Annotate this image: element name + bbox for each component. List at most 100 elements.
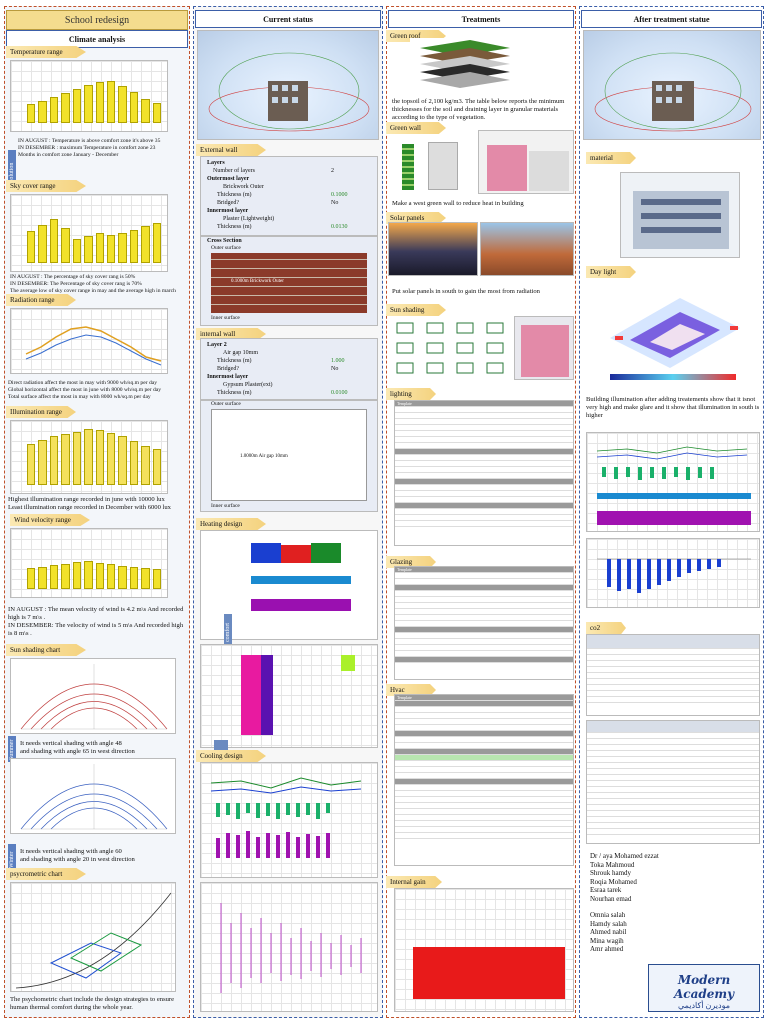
- embodied-carbon-table: [586, 634, 760, 716]
- sun-path-winter: [10, 758, 176, 834]
- sky-cover-chart: [10, 194, 168, 272]
- glazing-template-row: Template: [395, 567, 573, 573]
- external-wall-tag: External wall: [196, 144, 266, 156]
- glazing-tag: Glazing: [386, 556, 436, 568]
- hvac-settings-table: Template: [394, 694, 574, 866]
- winter-label: Winter: [8, 844, 16, 870]
- after-cooling-chart: [586, 538, 760, 608]
- layers-title: Layers: [207, 160, 225, 166]
- solution-label: solution: [8, 150, 16, 184]
- radiation-tag: Radiation range: [6, 294, 76, 306]
- logo-subtitle: موديرن أكاديمي: [677, 1001, 731, 1010]
- hvac-tag: Hvac: [386, 684, 436, 696]
- solar-panels-photo-1: [388, 222, 478, 276]
- after-treatment-header: After treatment statue: [581, 10, 762, 28]
- illumination-note: Highest illumination range recorded in j…: [8, 496, 171, 511]
- current-status-header: Current status: [195, 10, 381, 28]
- internal-gain-bar: [413, 947, 565, 999]
- cooling-design-chart: [200, 762, 378, 878]
- sun-shading-tag: Sun shading: [386, 304, 446, 316]
- lighting-tag: lighting: [386, 388, 436, 400]
- poster-title: School redesign: [6, 10, 188, 30]
- innermost-label: Innermost layer: [207, 208, 249, 214]
- green-wall-render: [478, 130, 574, 194]
- gypsum-thickness: 0.0100: [331, 390, 348, 396]
- credit-name: Ahmed nabil: [590, 928, 627, 936]
- modern-academy-logo: Modern Academy موديرن أكاديمي: [648, 964, 760, 1012]
- brick-swatch: 0.1000m Brickwork Outer: [211, 253, 367, 313]
- daylight-map: [590, 278, 756, 386]
- temperature-chart: [10, 60, 168, 132]
- sky-cover-note: IN AUGUST : The percentage of sky cover …: [10, 274, 176, 294]
- green-roof-layers-image: [410, 38, 520, 92]
- credit-name: Omnia salah: [590, 911, 626, 919]
- temperature-note: IN AUGUST : Temperature is above comfort…: [18, 138, 161, 158]
- credit-name: Shrouk hamdy: [590, 869, 632, 877]
- lighting-settings-table: Template: [394, 400, 574, 546]
- sky-cover-tag: Sky cover range: [6, 180, 86, 192]
- green-roof-note: the topsoil of 2,100 kg/m3. The table be…: [392, 98, 565, 121]
- inner-thickness-label: Thickness (m): [217, 224, 252, 230]
- layer2-thickness: 1.000: [331, 358, 345, 364]
- air-gap-caption: 1.0000m Air gap 10mm: [240, 454, 288, 459]
- illumination-tag: Illumination range: [6, 406, 76, 418]
- glazing-settings-table: Template: [394, 566, 574, 680]
- green-wall-note: Make a west green wall to reduce heat in…: [392, 200, 524, 207]
- logo-title: Modern Academy: [673, 973, 735, 1001]
- credit-name: Amr ahmed: [590, 945, 624, 953]
- treatments-header: Treatments: [388, 10, 574, 28]
- psychrometric-chart: [10, 882, 176, 992]
- winter-shading-note: It needs vertical shading with angle 60 …: [20, 848, 135, 863]
- outer-surface-label: Outer surface: [211, 245, 241, 251]
- credit-name: Roqia Mohamed: [590, 877, 637, 886]
- daylight-note: Building illumination after adding treat…: [586, 396, 760, 419]
- internal-gain-tag: Internal gain: [386, 876, 442, 888]
- solar-panels-photo-2: [480, 222, 574, 276]
- cooling-flows-chart: [200, 882, 378, 1012]
- internal-wall-tag: internal wall: [196, 328, 266, 340]
- material-render: [620, 172, 740, 258]
- psychrometric-tag: psycrometric chart: [6, 868, 86, 880]
- daylight-tag: Day light: [586, 266, 636, 278]
- illumination-chart: [10, 420, 168, 494]
- solar-panels-note: Put solar panels in south to gain the mo…: [392, 288, 540, 295]
- credit-name: Esraa tarek: [590, 886, 622, 894]
- green-wall-detail: [392, 134, 472, 194]
- layer2-bridged: No: [331, 366, 339, 372]
- brick-caption: 0.1000m Brickwork Outer: [231, 279, 284, 284]
- internal-gain-chart: [394, 888, 574, 1012]
- sun-shading-render: [514, 316, 574, 380]
- climate-column: [4, 6, 190, 1018]
- wind-chart: [10, 528, 168, 598]
- outermost-label: Outermost layer: [207, 176, 250, 182]
- comfort-label: comfort: [224, 614, 232, 644]
- hvac-template-row: Template: [395, 695, 573, 701]
- materials-inventory-table: [586, 720, 760, 844]
- layers-count-label: Number of layers: [213, 168, 255, 174]
- internal-outer-surface: Outer surface: [211, 401, 241, 407]
- credit-name: Nourhan emad: [590, 894, 632, 903]
- solar-panels-tag: Solar panels: [386, 212, 446, 224]
- internal-wall-layers: Layer 2 Air gap 10mm Thickness (m) 1.000 …: [200, 338, 378, 400]
- inner-material: Plaster (Lightweight): [223, 216, 275, 222]
- climate-analysis-header: Climate analysis: [6, 30, 188, 48]
- outer-thickness-label: Thickness (m): [217, 192, 252, 198]
- layer2-thickness-label: Thickness (m): [217, 358, 252, 364]
- radiation-chart: [10, 308, 168, 374]
- gypsum-thickness-label: Thickness (m): [217, 390, 252, 396]
- green-wall-tag: Green wall: [386, 122, 446, 134]
- bridged-value: No: [331, 200, 339, 206]
- co2-tag: co2: [586, 622, 626, 634]
- outer-material: Brickwork Outer: [223, 184, 264, 190]
- heat-flows-chart: [200, 644, 378, 748]
- credit-name: Hamdy salah: [590, 919, 627, 928]
- cross-section-title: Cross Section: [207, 238, 242, 244]
- after-sun-path-model: [583, 30, 761, 140]
- gypsum-material: Gypsum Plaster(ext): [223, 382, 273, 388]
- credit-name: Toka Mahmoud: [590, 860, 635, 869]
- air-gap-material: Air gap 10mm: [223, 350, 258, 356]
- sun-shading-chart-tag: Sun shading chart: [6, 644, 86, 656]
- layer2-bridged-label: Bridged?: [217, 366, 239, 372]
- air-gap-swatch: 1.0000m Air gap 10mm: [211, 409, 367, 501]
- after-heating-chart: [586, 432, 760, 532]
